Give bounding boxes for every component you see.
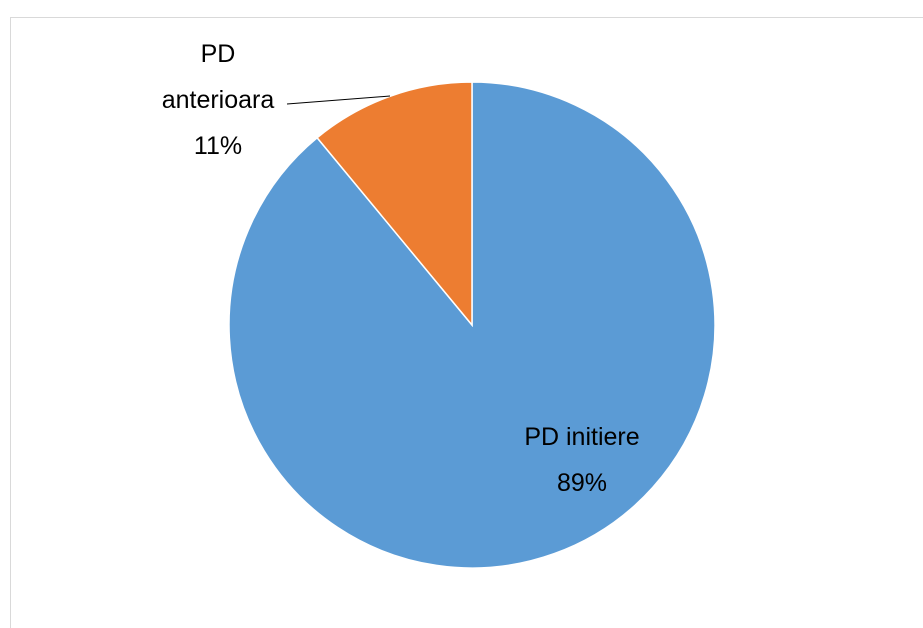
data-label: PD initiere 89%	[472, 414, 692, 506]
percent-label: 89%	[556, 469, 608, 497]
leader-line	[286, 95, 391, 105]
chart-border	[10, 17, 923, 628]
category-name: PD anterioara	[161, 40, 275, 114]
category-name: PD initiere	[524, 423, 640, 451]
data-label: PD anterioara 11%	[153, 31, 283, 169]
percent-label: 11%	[193, 132, 243, 160]
